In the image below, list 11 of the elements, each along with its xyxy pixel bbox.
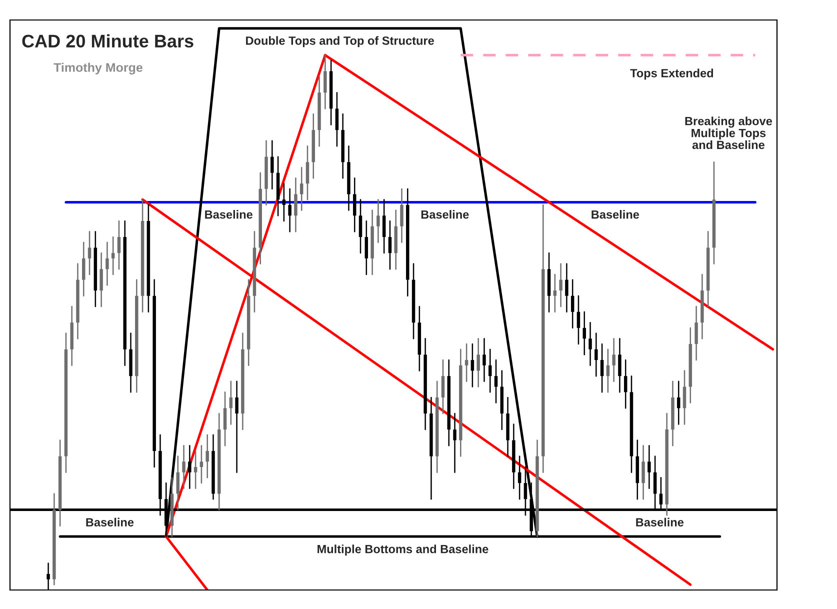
annotation: Breaking above Multiple Tops and Baseline <box>685 116 772 150</box>
annotation: Multiple Bottoms and Baseline <box>318 544 488 556</box>
annotation: Baseline <box>86 518 134 526</box>
annotation: Baseline <box>205 210 252 219</box>
annotation: Baseline <box>636 518 684 526</box>
text: Double Tops and Top of Structure <box>246 36 434 48</box>
annotation: Baseline <box>421 210 469 219</box>
annotation: Baseline <box>592 210 640 219</box>
annotation: Tops Extended <box>630 68 714 80</box>
text: Timothy Morge <box>54 62 142 74</box>
chart-title: CAD 20 Minute Bars <box>22 34 194 48</box>
